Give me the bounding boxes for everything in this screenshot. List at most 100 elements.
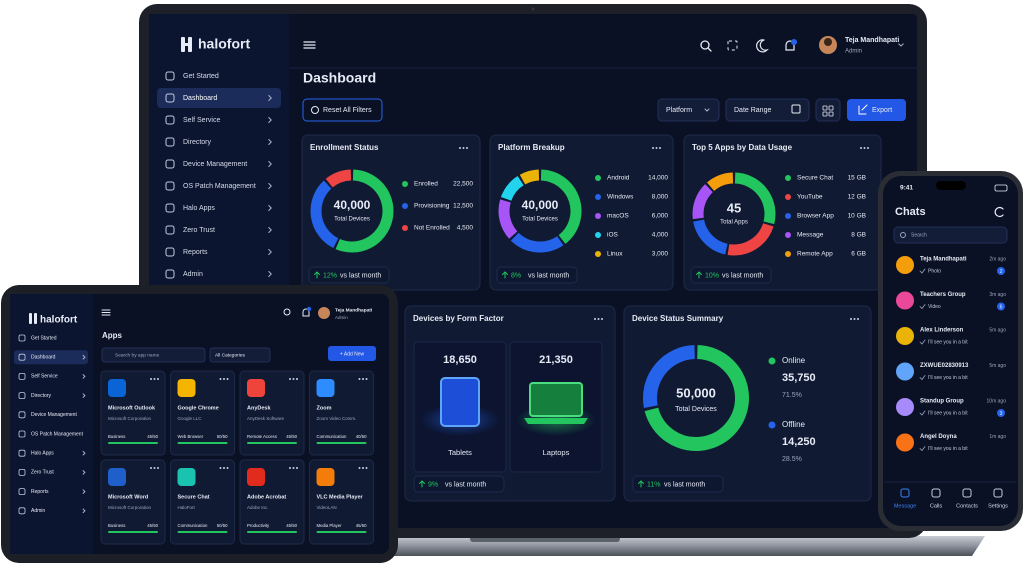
app-progress [247,531,297,533]
up-arrow [638,480,644,488]
menu-icon [18,468,26,476]
app-name: Microsoft Outlook [108,405,156,411]
chevron [82,470,86,475]
more-dot [597,318,600,320]
platform-select[interactable] [657,98,720,122]
platform-label: Platform [666,107,692,114]
legend-dot [595,232,601,238]
menu-item: Self Service [31,374,58,380]
donut-total: 40,000 [334,198,371,212]
app-score: 45/50 [147,523,158,528]
chevron [268,161,272,167]
more-dot [860,147,862,149]
card-title: Platform Breakup [498,143,565,152]
active-item [14,350,88,365]
search-icon [707,47,712,52]
app-icon [108,379,126,397]
chat-time: 1m ago [989,434,1006,440]
chat-message: I'll see you in a bit [928,446,968,452]
more-dot [226,467,229,469]
date-range-label: Date Range [734,107,771,114]
more-dot [601,318,603,320]
more-dot [292,467,295,469]
bell-badge [791,39,797,45]
chat-name: Angel Doyna [920,434,957,440]
menu-icon [18,507,26,515]
status-time: 9:41 [900,185,913,192]
app-name: Google Chrome [178,405,219,411]
nav-label[interactable]: Message [894,503,916,509]
donut-segment [734,172,776,225]
active-item [157,88,281,108]
app-name: Adobe Acrobat [247,494,286,500]
search-box[interactable] [893,226,1008,244]
app-company: VideoLAN [317,505,337,510]
donut-total: 50,000 [676,385,716,400]
user-role: Admin [845,49,862,55]
chat-message: Video [928,304,941,310]
grid-icon [822,105,828,111]
menu-icon [18,449,26,457]
more-dot [462,147,465,149]
category-select[interactable] [209,347,271,363]
legend-dot [785,175,791,181]
laptop-icon [529,382,583,417]
grid-button[interactable] [815,98,841,122]
logo-mark [29,313,32,324]
legend-value: 22,500 [453,181,473,188]
chevron [268,139,272,145]
more-dot [594,318,596,320]
chat-message: I'll see you in a bit [928,375,968,381]
camera [531,7,535,11]
reset-button[interactable] [302,98,383,122]
chat-avatar [896,327,914,345]
more-dot [153,378,156,380]
export-icon [858,104,868,115]
menu-item: Halo Apps [31,451,54,457]
tablet-sidebar [10,294,93,554]
menu-icon [18,392,26,400]
menu-icon [18,353,26,361]
legend-label: Provisioning [414,203,450,210]
nav-label[interactable]: Calls [930,503,942,509]
legend-label: Linux [607,251,623,258]
more-dot [365,378,368,380]
legend-share: 71.5% [782,392,802,399]
legend-value: 14,000 [648,175,668,182]
card-title: Device Status Summary [632,314,724,323]
app-icon [108,468,126,486]
chevron [268,205,272,211]
date-range[interactable] [725,98,810,122]
phone-screen [883,176,1018,526]
menu-icon [18,488,26,496]
laptop-icon-base [524,418,588,424]
more-dot [153,467,156,469]
change-pill [308,266,390,284]
user-name: Teja Mandhapati [845,37,899,44]
chat-name: Teja Mandhapati [920,257,967,263]
logo: halofort [198,36,250,52]
form-factor-label: Laptops [543,448,570,457]
logo-mark [183,43,191,46]
legend-value: 6,000 [652,213,669,220]
nav-label[interactable]: Contacts [956,503,978,509]
app-name: Microsoft Word [108,494,148,500]
export-button[interactable] [847,99,906,121]
search-box[interactable] [101,347,206,363]
menu-item: Reports [183,249,208,256]
grid-icon [822,111,828,117]
legend-dot [768,357,776,365]
donut-total-label: Total Devices [675,406,717,413]
nav-label[interactable]: Settings [988,503,1008,509]
app-score: 45/50 [356,523,367,528]
legend-value: 12,500 [453,203,473,210]
menu-icon [165,203,175,213]
menu-item: Get Started [183,73,219,80]
more-dot [223,467,225,469]
add-button[interactable] [328,346,376,361]
donut-segment [692,184,714,220]
avatar [318,307,330,319]
change-value: 8% [511,272,521,279]
chat-name: Teachers Group [920,292,966,298]
grid-icon [828,111,834,117]
